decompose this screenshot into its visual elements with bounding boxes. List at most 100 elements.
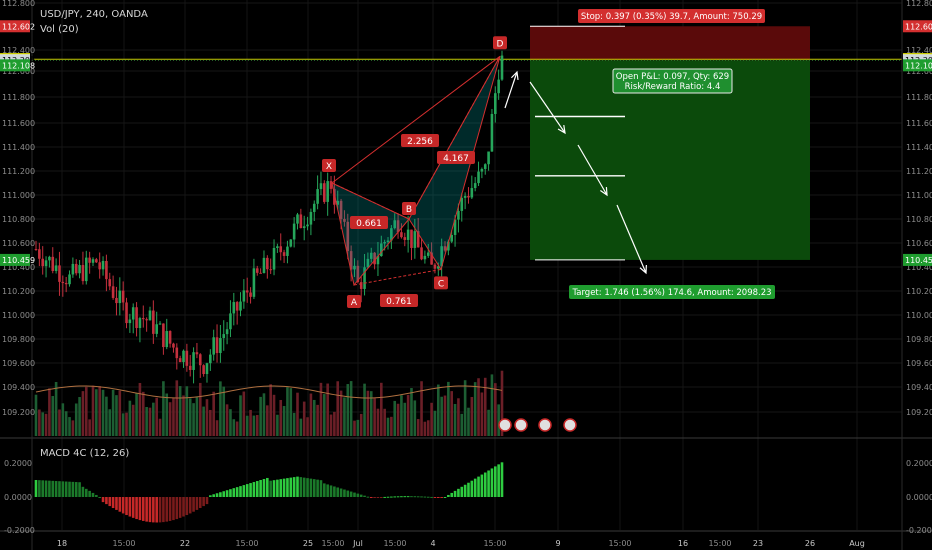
macd-bar bbox=[289, 477, 293, 497]
macd-bar bbox=[41, 480, 45, 497]
candle-body bbox=[312, 203, 316, 212]
candle-body bbox=[276, 246, 279, 248]
macd-bar bbox=[426, 496, 430, 498]
harmonic-pattern: X A B C D 0.661 0.761 2.256 4.167 bbox=[322, 36, 507, 308]
volume-bar bbox=[359, 413, 363, 436]
candle-body bbox=[212, 337, 215, 355]
price-tick-label-left: 109.600 bbox=[2, 359, 35, 368]
candle-body bbox=[225, 329, 229, 335]
candle-body bbox=[108, 279, 112, 287]
volume-bar bbox=[81, 391, 85, 436]
time-tick-label: 15:00 bbox=[321, 539, 344, 548]
macd-bar bbox=[232, 488, 236, 497]
point-label-b-bg bbox=[402, 202, 416, 215]
macd-bar bbox=[292, 477, 296, 497]
price-tick-label-right: 110.000 bbox=[906, 311, 932, 320]
candle-body bbox=[443, 246, 447, 251]
macd-bar bbox=[487, 470, 490, 497]
volume-bar bbox=[296, 392, 299, 436]
price-badge-right bbox=[903, 253, 932, 266]
price-tick-label-right: 112.800 bbox=[906, 0, 932, 8]
macd-bar bbox=[302, 477, 306, 497]
projection-arrow bbox=[504, 71, 518, 109]
candle-body bbox=[152, 310, 155, 334]
candle-body bbox=[95, 259, 98, 263]
candle-body bbox=[198, 354, 202, 366]
macd-bar bbox=[333, 486, 336, 497]
macd-bar bbox=[121, 497, 125, 514]
volume-bar bbox=[266, 405, 269, 436]
macd-bar bbox=[363, 495, 366, 497]
volume-bar bbox=[245, 415, 249, 436]
event-flag-icon bbox=[563, 418, 577, 432]
price-badge-left bbox=[0, 253, 30, 266]
target-zone bbox=[530, 60, 810, 260]
time-tick-label: 15:00 bbox=[112, 539, 135, 548]
volume-bar bbox=[487, 409, 490, 436]
macd-bar bbox=[108, 497, 112, 507]
volume-bar bbox=[51, 396, 55, 436]
candle-body bbox=[239, 301, 242, 311]
macd-bar bbox=[306, 478, 309, 497]
candle-body bbox=[125, 302, 128, 324]
point-label-b: B bbox=[406, 205, 412, 215]
volume-bar bbox=[430, 402, 433, 436]
macd-bar bbox=[316, 479, 319, 497]
candle-body bbox=[41, 258, 45, 267]
candle-body bbox=[396, 220, 400, 233]
volume-bar bbox=[373, 398, 376, 436]
price-badge-right bbox=[903, 59, 932, 72]
ratio-label-abc: 0.761 bbox=[386, 297, 412, 307]
price-tick-label-left: 111.600 bbox=[2, 119, 35, 128]
volume-bar bbox=[152, 402, 155, 436]
candle-body bbox=[460, 197, 464, 211]
volume-bar bbox=[58, 409, 61, 436]
volume-bar bbox=[61, 403, 65, 436]
candle-body bbox=[68, 274, 71, 285]
macd-bar bbox=[286, 478, 289, 497]
volume-bar bbox=[178, 386, 182, 436]
macd-bar bbox=[450, 492, 454, 497]
candle-body bbox=[279, 246, 283, 253]
macd-bar bbox=[212, 494, 215, 497]
macd-bar bbox=[420, 496, 423, 498]
price-tick-label-right: 109.200 bbox=[906, 408, 932, 417]
candles bbox=[34, 50, 504, 384]
macd-bar bbox=[463, 484, 467, 497]
volume-bar bbox=[155, 397, 158, 436]
macd-bar bbox=[356, 493, 360, 497]
pnl-label-text: Open P&L: 0.097, Qty: 629 bbox=[616, 72, 729, 82]
macd-bar bbox=[477, 476, 480, 497]
candle-body bbox=[349, 251, 353, 270]
volume-bar bbox=[272, 394, 276, 436]
candle-body bbox=[78, 265, 81, 274]
volume-bar bbox=[353, 420, 356, 436]
macd-bar bbox=[148, 497, 152, 523]
candle-body bbox=[61, 281, 65, 284]
candle-body bbox=[463, 195, 467, 198]
candle-body bbox=[148, 310, 152, 321]
volume-bar bbox=[215, 420, 219, 436]
position-labels: Stop: 0.397 (0.35%) 39.7, Amount: 750.29… bbox=[569, 9, 775, 299]
time-tick-label: 15:00 bbox=[383, 539, 406, 548]
volume-bar bbox=[493, 383, 497, 436]
volume-bar bbox=[443, 395, 447, 436]
volume-bar bbox=[437, 384, 440, 436]
candle-body bbox=[333, 188, 336, 205]
pattern-line-xb bbox=[331, 182, 410, 220]
macd-bar bbox=[198, 497, 202, 509]
candle-body bbox=[155, 324, 158, 334]
stop-zone bbox=[530, 26, 810, 61]
candle-body bbox=[470, 188, 474, 198]
candle-body bbox=[162, 323, 165, 348]
price-tick-label-left: 110.000 bbox=[2, 311, 35, 320]
volume-bar bbox=[343, 397, 346, 436]
volume-bar bbox=[390, 416, 393, 436]
volume-bar bbox=[98, 386, 101, 436]
candle-body bbox=[71, 263, 75, 275]
candle-body bbox=[500, 55, 504, 80]
candle-body bbox=[168, 331, 172, 344]
candle-body bbox=[319, 183, 323, 190]
volume-bar bbox=[64, 411, 68, 436]
